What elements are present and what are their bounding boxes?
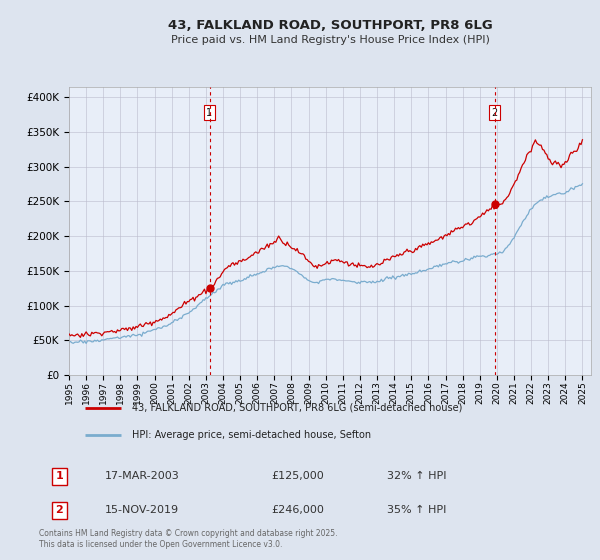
Text: 35% ↑ HPI: 35% ↑ HPI [387,505,446,515]
Text: Price paid vs. HM Land Registry's House Price Index (HPI): Price paid vs. HM Land Registry's House … [170,35,490,45]
Text: Contains HM Land Registry data © Crown copyright and database right 2025.
This d: Contains HM Land Registry data © Crown c… [39,529,337,549]
Text: £125,000: £125,000 [271,471,323,481]
Text: £246,000: £246,000 [271,505,324,515]
Text: 32% ↑ HPI: 32% ↑ HPI [387,471,446,481]
Text: 43, FALKLAND ROAD, SOUTHPORT, PR8 6LG (semi-detached house): 43, FALKLAND ROAD, SOUTHPORT, PR8 6LG (s… [131,403,462,413]
Text: 15-NOV-2019: 15-NOV-2019 [105,505,179,515]
Text: 2: 2 [56,505,64,515]
Text: 43, FALKLAND ROAD, SOUTHPORT, PR8 6LG: 43, FALKLAND ROAD, SOUTHPORT, PR8 6LG [167,18,493,32]
Text: 2: 2 [491,108,498,118]
Text: 1: 1 [56,471,64,481]
Text: HPI: Average price, semi-detached house, Sefton: HPI: Average price, semi-detached house,… [131,430,371,440]
Text: 1: 1 [206,108,212,118]
Text: 17-MAR-2003: 17-MAR-2003 [105,471,180,481]
